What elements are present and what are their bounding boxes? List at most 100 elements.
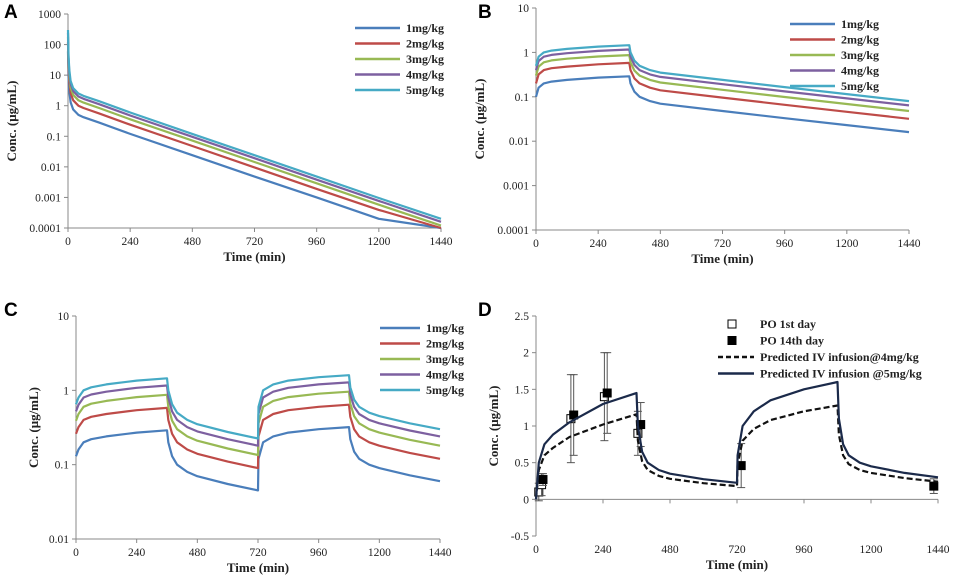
- series-line-4: [534, 44, 910, 103]
- legend-marker: [727, 319, 737, 329]
- y-tick-label: 0.001: [35, 192, 61, 204]
- y-tick-label: 0.1: [47, 131, 62, 143]
- x-axis-label: Time (min): [227, 560, 289, 575]
- y-tick-label: 10: [58, 311, 70, 323]
- legend-label: 4mg/kg: [426, 368, 464, 382]
- legend-label: 3mg/kg: [406, 52, 444, 66]
- series-line-4: [74, 374, 441, 440]
- x-axis-label: Time (min): [223, 249, 285, 264]
- panel-d: 0 240 480 720 960 1200 1440 -0.5 0 0.5 1 1.5 2 2.5 Tim…: [486, 311, 950, 572]
- x-tick-label: 240: [128, 547, 146, 559]
- x-tick-label: 1200: [367, 236, 390, 248]
- x-tick-label: 480: [189, 547, 207, 559]
- y-tick-label: 1: [55, 101, 61, 113]
- y-tick-label: 0.01: [41, 162, 61, 174]
- legend-label: 2mg/kg: [406, 37, 444, 51]
- y-tick-label: 1.5: [515, 384, 530, 396]
- legend-label: 1mg/kg: [841, 17, 879, 31]
- legend-label: 4mg/kg: [406, 68, 444, 82]
- x-tick-label: 240: [590, 238, 608, 250]
- y-tick-label: 0.1: [55, 460, 70, 472]
- legend-label: 5mg/kg: [426, 383, 464, 397]
- y-axis-label: Conc. (μg/mL): [4, 80, 19, 161]
- y-axis-label: Conc. (μg/mL): [26, 387, 41, 468]
- y-tick-label: 0.01: [49, 534, 69, 546]
- legend-label: 2mg/kg: [841, 33, 879, 47]
- legend-label: 5mg/kg: [841, 79, 879, 93]
- x-tick-label: 240: [122, 236, 140, 248]
- legend-label: 3mg/kg: [426, 352, 464, 366]
- x-tick-label: 0: [533, 238, 539, 250]
- x-tick-label: 720: [728, 544, 746, 556]
- x-tick-label: 1440: [898, 238, 921, 250]
- x-tick-label: 960: [776, 238, 794, 250]
- legend-label: PO 14th day: [760, 334, 824, 348]
- y-tick-label: 0.001: [503, 181, 529, 193]
- x-tick-label: 1200: [835, 238, 858, 250]
- x-tick-label: 720: [249, 547, 267, 559]
- point-series-0: [534, 352, 643, 502]
- panel-label-a: A: [4, 2, 18, 23]
- series-line-0: [74, 426, 441, 492]
- x-tick-label: 480: [652, 238, 670, 250]
- legend-label: 4mg/kg: [841, 64, 879, 78]
- series-line-0: [66, 51, 442, 230]
- panel-c: 0 240 480 720 960 1200 1440 0.01 0.1 1 10 Time (min…: [26, 311, 464, 575]
- y-tick-label: 0.01: [509, 136, 529, 148]
- series-line-1: [534, 380, 939, 500]
- y-tick-label: 0.1: [515, 92, 530, 104]
- point-series-1: [538, 352, 939, 494]
- panel-label-d: D: [478, 300, 492, 321]
- y-tick-label: -0.5: [511, 531, 529, 543]
- x-tick-label: 960: [308, 236, 326, 248]
- y-tick-label: 100: [44, 40, 62, 52]
- legend-marker: [727, 336, 737, 345]
- y-tick-label: 10: [50, 70, 62, 82]
- y-axis-label: Conc. (μg/mL): [472, 78, 487, 159]
- y-tick-label: 1: [523, 421, 529, 433]
- data-point: [602, 388, 612, 398]
- data-point: [538, 475, 548, 485]
- panel-label-b: B: [478, 2, 492, 23]
- series-line-1: [74, 403, 441, 470]
- panel-label-c: C: [4, 300, 18, 321]
- x-tick-label: 1440: [429, 547, 452, 559]
- series-line-3: [534, 48, 910, 107]
- x-tick-label: 480: [661, 544, 679, 556]
- series-line-3: [74, 381, 441, 447]
- x-tick-label: 960: [795, 544, 813, 556]
- x-tick-label: 1200: [860, 544, 883, 556]
- x-tick-label: 720: [246, 236, 264, 248]
- y-tick-label: 0: [523, 494, 529, 506]
- x-tick-label: 0: [65, 236, 71, 248]
- y-tick-label: 0.5: [515, 458, 530, 470]
- x-tick-label: 0: [533, 544, 539, 556]
- y-axis-label: Conc. (μg/mL): [486, 385, 501, 466]
- y-tick-label: 1: [63, 385, 69, 397]
- legend-label: Predicted IV infusion@4mg/kg: [760, 350, 919, 364]
- x-tick-label: 720: [714, 238, 732, 250]
- series-line-3: [66, 32, 442, 223]
- legend-label: 3mg/kg: [841, 48, 879, 62]
- x-tick-label: 480: [184, 236, 202, 248]
- y-tick-label: 2: [523, 348, 529, 360]
- x-axis-label: Time (min): [691, 251, 753, 266]
- data-point: [929, 481, 939, 491]
- y-tick-label: 0.0001: [29, 223, 61, 235]
- x-axis-label: Time (min): [706, 557, 768, 572]
- legend-label: 5mg/kg: [406, 83, 444, 97]
- legend-label: 1mg/kg: [406, 21, 444, 35]
- y-tick-label: 1000: [38, 9, 61, 21]
- series-line-2: [534, 53, 910, 113]
- x-tick-label: 0: [73, 547, 79, 559]
- legend-label: 2mg/kg: [426, 337, 464, 351]
- x-tick-label: 960: [310, 547, 328, 559]
- series-line-1: [534, 61, 910, 120]
- series-line-0: [534, 75, 910, 134]
- y-tick-label: 2.5: [515, 311, 530, 323]
- y-tick-label: 1: [523, 47, 529, 59]
- legend-label: Predicted IV infusion @5mg/kg: [760, 367, 922, 381]
- panel-a: 0 240 480 720 960 1200 1440 0.0001 0.001 0.01 0.1 1…: [4, 9, 453, 264]
- series-line-2: [74, 390, 441, 457]
